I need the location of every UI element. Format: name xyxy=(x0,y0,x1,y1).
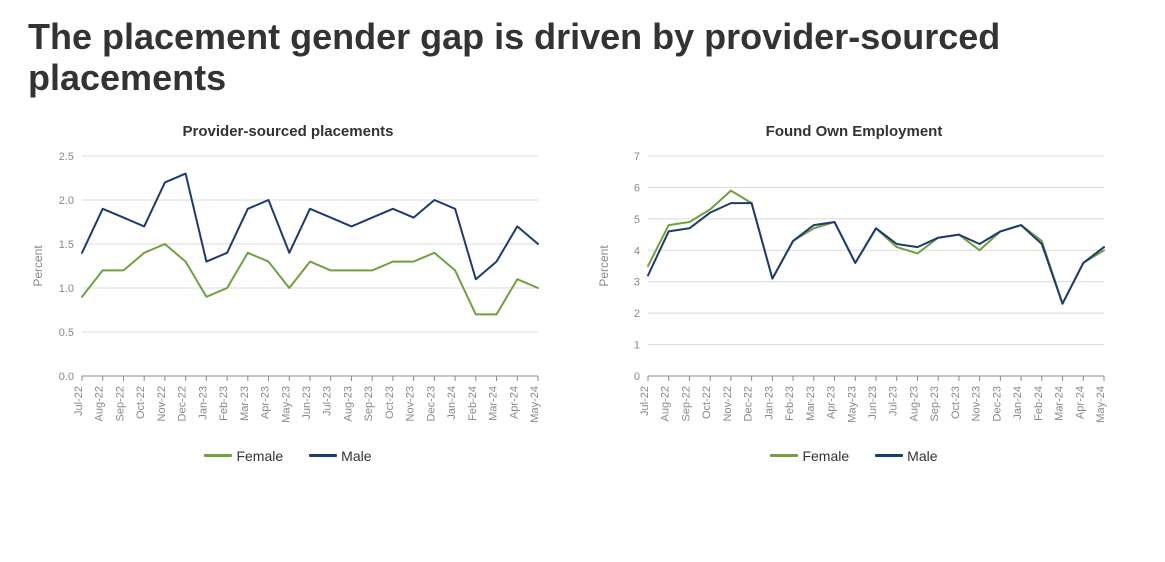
svg-text:Feb-24: Feb-24 xyxy=(1033,386,1045,421)
svg-text:Nov-23: Nov-23 xyxy=(405,386,417,421)
svg-text:Percent: Percent xyxy=(597,244,611,286)
svg-text:Feb-24: Feb-24 xyxy=(467,386,479,421)
chart-provider-title: Provider-sourced placements xyxy=(183,123,394,140)
svg-text:1: 1 xyxy=(634,339,640,351)
svg-text:Aug-22: Aug-22 xyxy=(94,386,106,421)
svg-text:May-24: May-24 xyxy=(529,386,541,423)
svg-text:Jun-23: Jun-23 xyxy=(867,386,879,420)
svg-text:0: 0 xyxy=(634,371,640,383)
legend-swatch-male xyxy=(309,454,337,457)
legend-item-male-2: Male xyxy=(875,448,937,464)
chart-provider-svg: 0.0 0.5 1.0 1.5 2.0 2.5 Percent Jul-22 Aug-22 Sep… xyxy=(28,146,548,446)
svg-text:Sep-22: Sep-22 xyxy=(680,386,692,421)
svg-text:Jan-24: Jan-24 xyxy=(1012,386,1024,420)
svg-text:Oct-22: Oct-22 xyxy=(701,386,713,419)
svg-text:Aug-22: Aug-22 xyxy=(660,386,672,421)
legend-item-female-2: Female xyxy=(770,448,849,464)
legend-item-male: Male xyxy=(309,448,371,464)
legend-provider: Female Male xyxy=(204,448,371,464)
legend-swatch-male-2 xyxy=(875,454,903,457)
svg-text:Jul-23: Jul-23 xyxy=(888,386,900,416)
svg-text:Dec-23: Dec-23 xyxy=(425,386,437,421)
chart-found-own-title: Found Own Employment xyxy=(766,123,943,140)
chart-provider: Provider-sourced placements 0.0 0.5 1.0 1.5… xyxy=(28,123,548,464)
svg-text:Mar-23: Mar-23 xyxy=(239,386,251,421)
svg-text:1.5: 1.5 xyxy=(59,239,74,251)
svg-text:Apr-23: Apr-23 xyxy=(260,386,272,419)
charts-row: Provider-sourced placements 0.0 0.5 1.0 1.5… xyxy=(28,123,1137,464)
svg-text:Nov-22: Nov-22 xyxy=(156,386,168,421)
svg-text:Aug-23: Aug-23 xyxy=(908,386,920,421)
svg-text:Oct-23: Oct-23 xyxy=(950,386,962,419)
svg-text:5: 5 xyxy=(634,214,640,226)
legend-item-female: Female xyxy=(204,448,283,464)
svg-text:2: 2 xyxy=(634,308,640,320)
svg-text:0.0: 0.0 xyxy=(59,371,74,383)
svg-text:Jan-24: Jan-24 xyxy=(446,386,458,420)
page-title: The placement gender gap is driven by pr… xyxy=(28,16,1008,99)
svg-text:Sep-23: Sep-23 xyxy=(929,386,941,421)
chart-found-own: Found Own Employment 0 1 2 3 4 5 6 7 Percent Jul-… xyxy=(594,123,1114,464)
svg-text:Sep-22: Sep-22 xyxy=(114,386,126,421)
svg-text:0.5: 0.5 xyxy=(59,327,74,339)
legend-label-male-2: Male xyxy=(907,448,937,464)
chart-found-own-svg: 0 1 2 3 4 5 6 7 Percent Jul-22 Aug-22 Sep-22 Oct-22 N… xyxy=(594,146,1114,446)
svg-text:Apr-24: Apr-24 xyxy=(1074,386,1086,419)
svg-text:May-24: May-24 xyxy=(1095,386,1107,423)
svg-text:Nov-22: Nov-22 xyxy=(722,386,734,421)
svg-text:2.5: 2.5 xyxy=(59,151,74,163)
svg-text:Dec-22: Dec-22 xyxy=(177,386,189,421)
legend-found-own: Female Male xyxy=(770,448,937,464)
svg-text:Oct-22: Oct-22 xyxy=(135,386,147,419)
svg-text:Jul-22: Jul-22 xyxy=(639,386,651,416)
svg-text:Jan-23: Jan-23 xyxy=(197,386,209,420)
svg-text:Jul-22: Jul-22 xyxy=(73,386,85,416)
svg-text:4: 4 xyxy=(634,245,640,257)
svg-text:Jan-23: Jan-23 xyxy=(763,386,775,420)
legend-swatch-female-2 xyxy=(770,454,798,457)
svg-text:Mar-23: Mar-23 xyxy=(805,386,817,421)
legend-swatch-female xyxy=(204,454,232,457)
svg-text:Apr-24: Apr-24 xyxy=(508,386,520,419)
svg-text:Nov-23: Nov-23 xyxy=(971,386,983,421)
svg-text:May-23: May-23 xyxy=(846,386,858,423)
svg-text:Jul-23: Jul-23 xyxy=(322,386,334,416)
svg-text:2.0: 2.0 xyxy=(59,195,74,207)
svg-text:Mar-24: Mar-24 xyxy=(1054,386,1066,421)
svg-text:Feb-23: Feb-23 xyxy=(784,386,796,421)
svg-text:7: 7 xyxy=(634,151,640,163)
svg-text:Feb-23: Feb-23 xyxy=(218,386,230,421)
svg-text:Percent: Percent xyxy=(31,244,45,286)
svg-text:Apr-23: Apr-23 xyxy=(826,386,838,419)
svg-text:3: 3 xyxy=(634,276,640,288)
svg-text:1.0: 1.0 xyxy=(59,283,74,295)
legend-label-female-2: Female xyxy=(802,448,849,464)
svg-text:6: 6 xyxy=(634,182,640,194)
svg-text:Mar-24: Mar-24 xyxy=(488,386,500,421)
svg-text:Jun-23: Jun-23 xyxy=(301,386,313,420)
legend-label-male: Male xyxy=(341,448,371,464)
svg-text:Oct-23: Oct-23 xyxy=(384,386,396,419)
svg-text:Sep-23: Sep-23 xyxy=(363,386,375,421)
svg-text:Aug-23: Aug-23 xyxy=(342,386,354,421)
legend-label-female: Female xyxy=(236,448,283,464)
svg-text:May-23: May-23 xyxy=(280,386,292,423)
svg-text:Dec-23: Dec-23 xyxy=(991,386,1003,421)
svg-text:Dec-22: Dec-22 xyxy=(743,386,755,421)
